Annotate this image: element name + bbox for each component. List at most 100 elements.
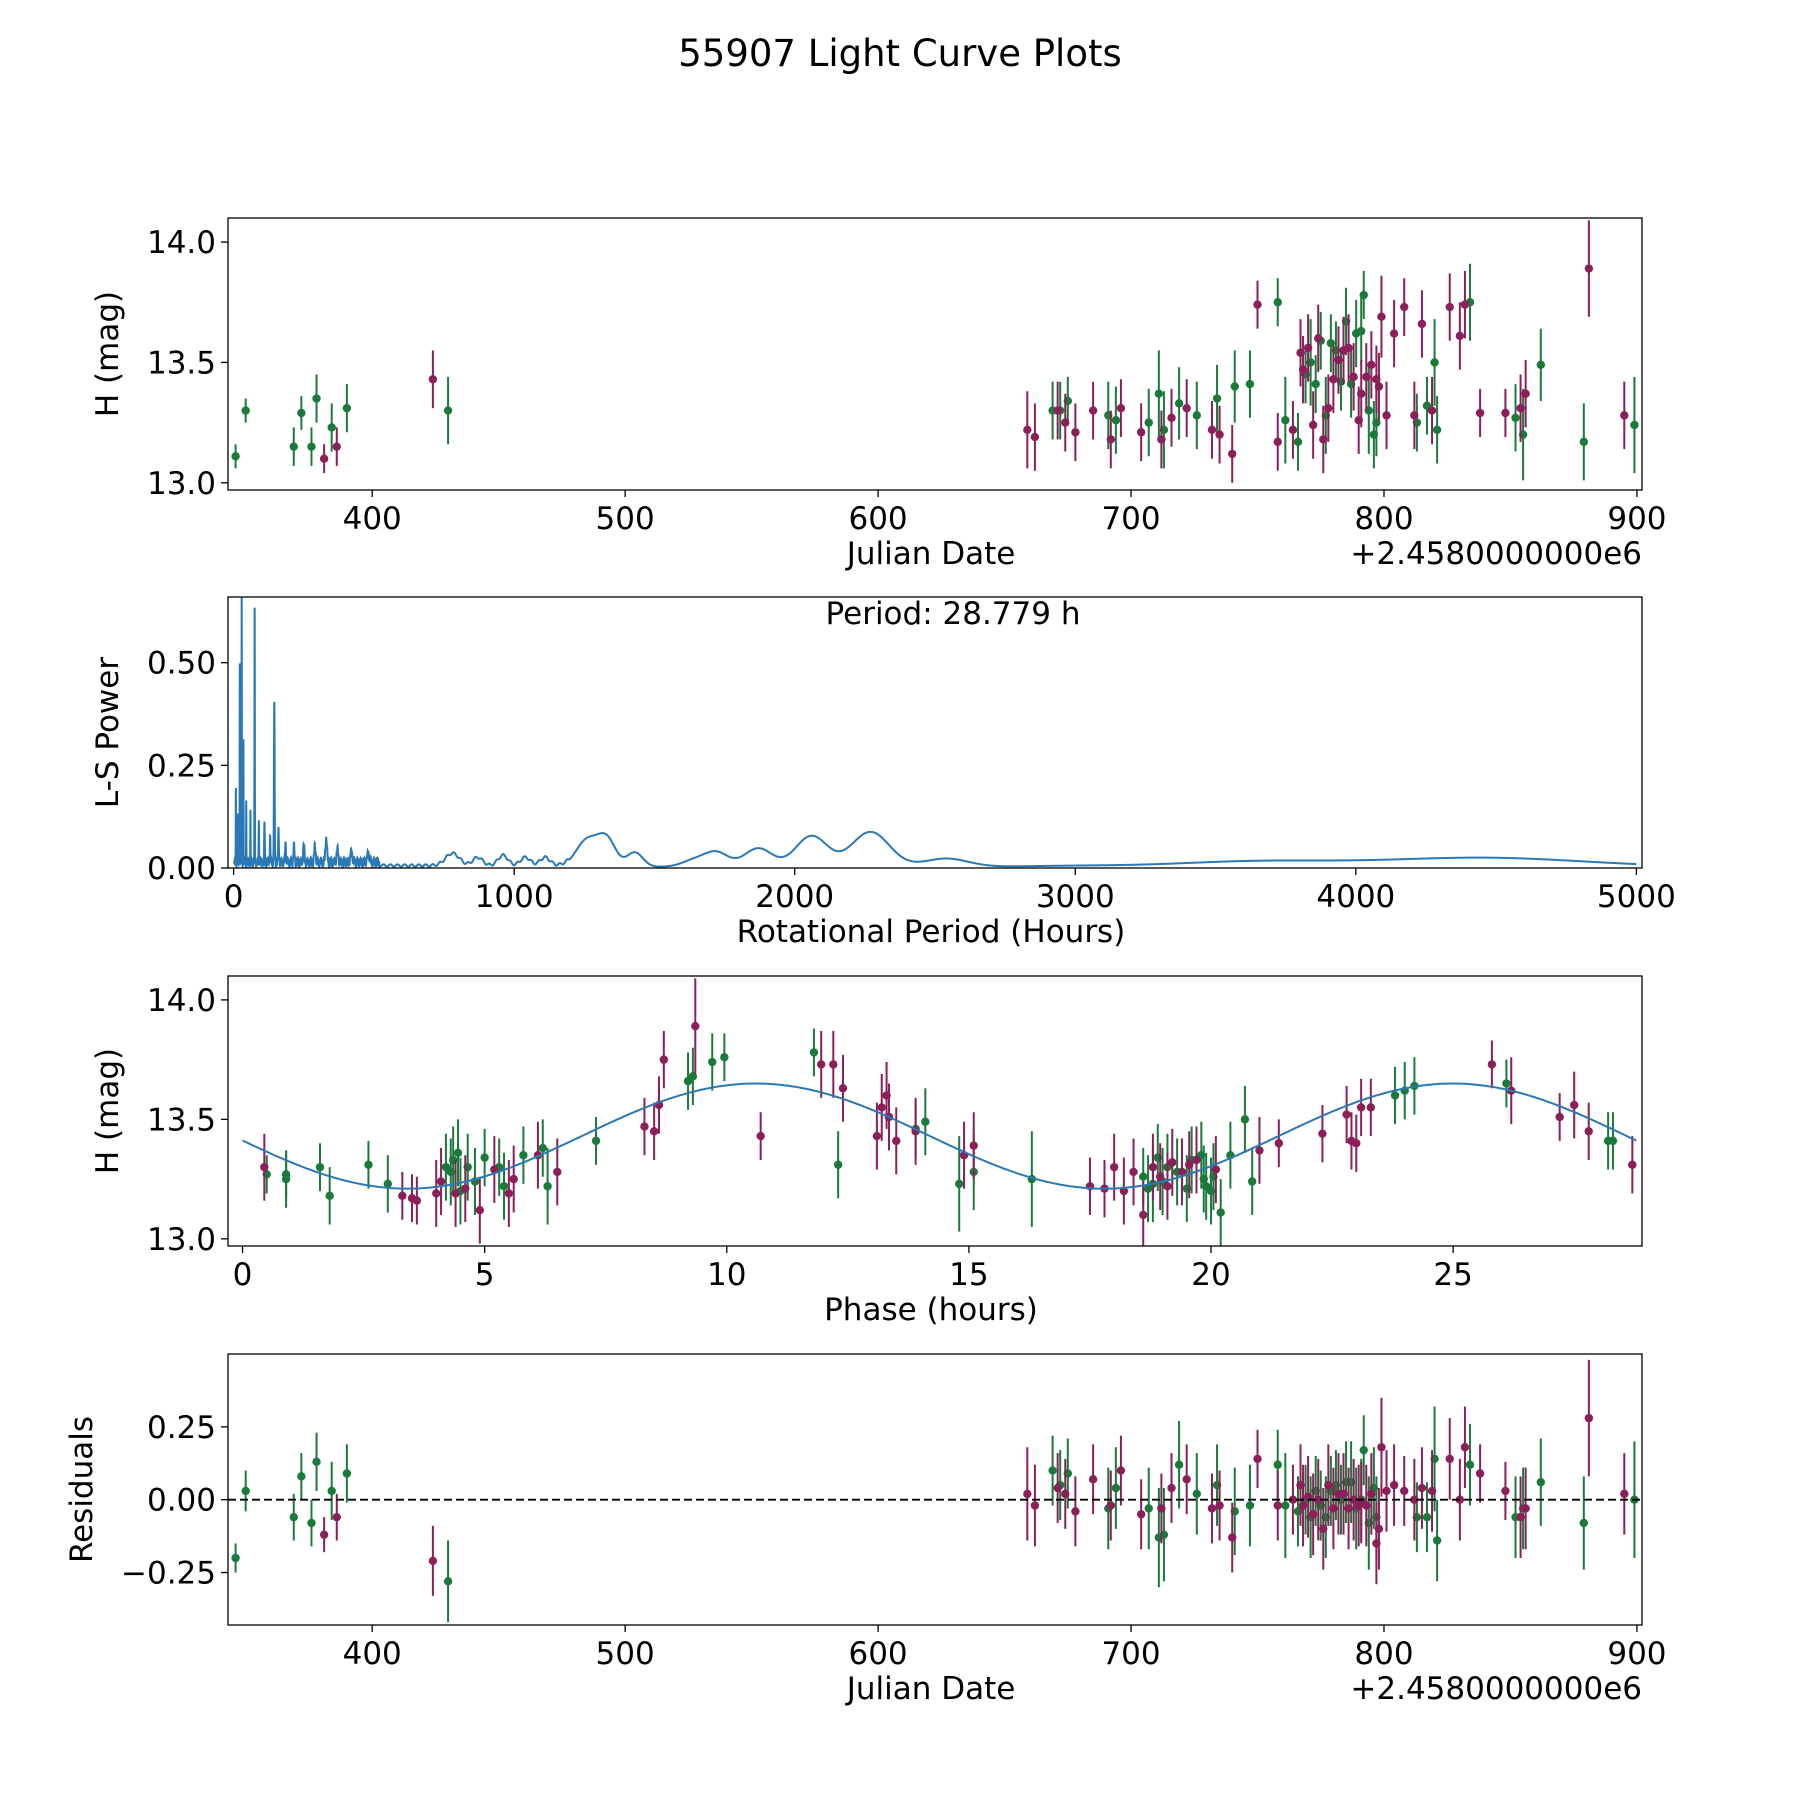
x-tick-label: 5	[475, 1257, 495, 1293]
data-point	[1324, 1480, 1333, 1490]
data-point	[1215, 430, 1224, 439]
x-tick-label: 0	[233, 1257, 253, 1293]
data-point	[1521, 389, 1530, 398]
data-point	[364, 1160, 373, 1169]
data-point	[1460, 300, 1470, 309]
data-point	[640, 1122, 649, 1131]
data-point	[1410, 1495, 1419, 1504]
data-point	[1430, 358, 1439, 367]
data-point	[969, 1141, 978, 1150]
data-point	[1168, 1158, 1177, 1167]
data-point	[1111, 1483, 1121, 1493]
data-point	[1174, 1460, 1184, 1469]
data-point	[1455, 331, 1465, 341]
data-point	[315, 1162, 325, 1172]
data-point	[1372, 418, 1381, 427]
data-point	[817, 1060, 826, 1069]
data-point	[1155, 1172, 1165, 1181]
data-point	[921, 1117, 930, 1126]
data-point	[1136, 428, 1146, 437]
data-point	[453, 1148, 463, 1158]
data-point	[1382, 1486, 1391, 1496]
x-tick-label: 700	[1101, 1636, 1160, 1672]
data-point	[1139, 1210, 1148, 1220]
data-point	[319, 454, 329, 463]
data-point	[691, 1021, 700, 1031]
y-tick-label: 0.00	[147, 851, 216, 887]
data-point	[1339, 1489, 1348, 1499]
plot-area-phase	[242, 978, 1637, 1246]
data-point	[1362, 372, 1371, 382]
data-point	[1228, 449, 1237, 459]
data-point	[1475, 1469, 1485, 1478]
data-point	[1192, 411, 1202, 420]
data-point	[297, 408, 306, 418]
data-point	[1352, 1139, 1361, 1148]
data-point	[649, 1127, 659, 1136]
data-point	[1555, 1112, 1564, 1122]
y-tick-label: −0.25	[121, 1556, 216, 1592]
data-point	[756, 1131, 765, 1141]
data-point	[509, 1174, 518, 1184]
data-point	[480, 1153, 489, 1162]
y-axis-label: L-S Power	[90, 657, 126, 808]
data-point	[1390, 1091, 1400, 1100]
data-point	[1628, 1160, 1637, 1169]
data-point	[1255, 1146, 1264, 1155]
series-green	[262, 1028, 1618, 1246]
y-tick-label: 14.0	[147, 983, 216, 1019]
data-point	[504, 1189, 514, 1198]
x-axis-label: Julian Date	[845, 536, 1016, 572]
data-point	[231, 1553, 240, 1563]
data-point	[412, 1196, 422, 1205]
data-point	[1182, 403, 1191, 413]
subplot-resid: 400 500 600 700 800 900 −0.25 0.00 0.25 Julian Da…	[64, 1353, 1667, 1707]
data-point	[1324, 403, 1333, 413]
data-point	[1356, 1103, 1366, 1112]
data-point	[1192, 1155, 1201, 1165]
data-point	[499, 1182, 509, 1191]
data-point	[1570, 1100, 1579, 1110]
data-point	[1273, 298, 1282, 307]
data-point	[1212, 394, 1222, 403]
data-point	[1281, 1501, 1290, 1510]
data-point	[1382, 411, 1391, 420]
data-point	[327, 423, 336, 432]
data-point	[436, 1177, 446, 1186]
data-point	[1185, 1160, 1194, 1169]
data-point	[307, 442, 316, 451]
data-point	[1516, 1512, 1525, 1522]
x-tick-label: 2000	[755, 879, 834, 915]
data-point	[1374, 382, 1384, 391]
figure-title: 55907 Light Curve Plots	[678, 32, 1122, 75]
x-tick-label: 900	[1607, 501, 1666, 537]
y-tick-label: 0.25	[147, 1410, 216, 1446]
axes-frame	[227, 1353, 1643, 1626]
data-point	[1501, 408, 1510, 418]
data-point	[1536, 360, 1546, 370]
data-point	[1139, 1172, 1148, 1181]
data-point	[1071, 1507, 1080, 1516]
data-point	[1367, 1489, 1376, 1499]
data-point	[1389, 329, 1399, 338]
data-point	[1410, 411, 1419, 420]
data-point	[1417, 319, 1427, 329]
data-point	[1192, 1489, 1202, 1499]
data-point	[1053, 406, 1062, 415]
data-point	[1215, 1501, 1224, 1510]
data-point	[659, 1055, 669, 1064]
data-point	[383, 1179, 393, 1189]
data-point	[708, 1057, 717, 1067]
data-point	[342, 403, 352, 413]
data-point	[1048, 1466, 1057, 1475]
x-offset-label: +2.4580000000e6	[1350, 1671, 1642, 1707]
y-tick-label: 0.25	[147, 748, 216, 784]
data-point	[307, 1518, 316, 1528]
x-tick-label: 600	[848, 1636, 907, 1672]
y-tick-label: 0.00	[147, 1483, 216, 1519]
data-point	[1422, 1512, 1432, 1522]
data-point	[451, 1189, 460, 1198]
data-point	[1319, 1524, 1328, 1534]
data-point	[1144, 418, 1153, 427]
